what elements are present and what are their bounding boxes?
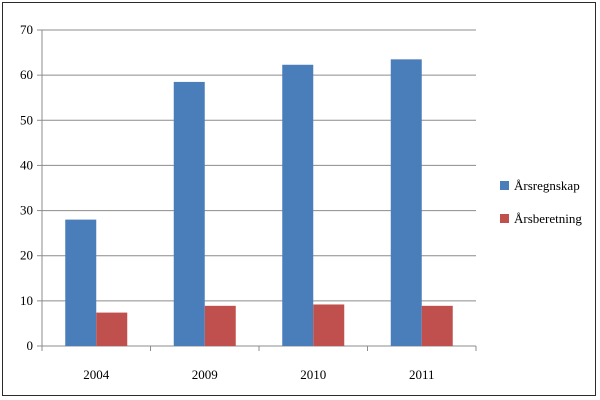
bar-arsberetning-2004 <box>96 312 128 346</box>
y-tick-label: 50 <box>20 112 33 127</box>
bar-arsregnskap-2009 <box>173 81 205 347</box>
legend-swatch <box>500 181 509 190</box>
legend-swatch <box>500 214 509 223</box>
y-tick-label: 60 <box>20 67 33 82</box>
legend-label: Årsberetning <box>514 211 582 226</box>
x-tick-label: 2004 <box>83 367 110 382</box>
y-tick-label: 0 <box>27 338 34 353</box>
x-tick-label: 2010 <box>300 367 326 382</box>
bar-arsberetning-2010 <box>313 304 345 346</box>
y-tick-label: 30 <box>20 203 33 218</box>
bar-arsregnskap-2011 <box>390 59 422 346</box>
bar-arsberetning-2011 <box>421 305 453 346</box>
legend-label: Årsregnskap <box>514 178 580 193</box>
y-tick-label: 70 <box>20 22 33 37</box>
bar-arsregnskap-2004 <box>65 219 97 346</box>
x-tick-label: 2009 <box>192 367 218 382</box>
bar-arsberetning-2009 <box>204 305 236 346</box>
y-tick-label: 20 <box>20 248 33 263</box>
x-tick-label: 2011 <box>409 367 435 382</box>
y-tick-label: 10 <box>20 293 33 308</box>
bar-arsregnskap-2010 <box>282 64 314 346</box>
y-tick-label: 40 <box>20 157 33 172</box>
